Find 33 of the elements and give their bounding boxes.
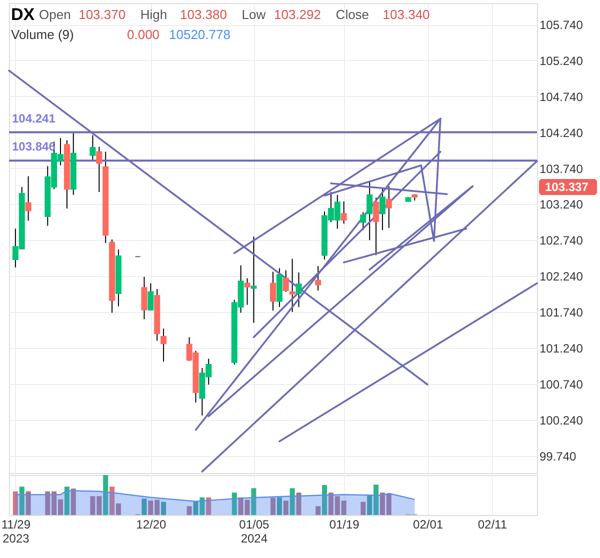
y-tick-label: 100.740 xyxy=(540,377,584,392)
annotation: Volume (9) xyxy=(11,27,74,42)
y-tick-label: 103.740 xyxy=(540,162,584,176)
annotation: 103.380 xyxy=(180,7,227,22)
ref-line-label: 104.241 xyxy=(12,111,56,126)
y-tick-label: 105.240 xyxy=(540,54,584,68)
annotation: 10520.778 xyxy=(169,27,230,42)
y-tick-label: 105.740 xyxy=(540,18,584,32)
y-tick-label: 104.240 xyxy=(540,126,584,140)
y-tick-label: 104.740 xyxy=(540,90,584,104)
annotation: 103.292 xyxy=(274,7,321,22)
y-tick-label: 102.740 xyxy=(540,234,584,248)
chart-title: DX xyxy=(11,5,36,24)
y-tick-label: 99.740 xyxy=(540,449,577,464)
annotation: 103.370 xyxy=(78,7,126,22)
x-tick-label: 02/01 xyxy=(413,518,444,532)
y-tick-label: 101.740 xyxy=(540,306,584,320)
text: 103.337 xyxy=(545,180,589,194)
y-tick-label: 103.240 xyxy=(540,198,584,212)
annotation: Close xyxy=(336,7,370,22)
annotation: High xyxy=(140,7,168,22)
x-tick-label: 02/11 xyxy=(478,518,508,532)
x-tick-label: 12/20 xyxy=(136,518,166,532)
annotation: Low xyxy=(242,7,266,22)
x-tick-label: 01/05 2024 xyxy=(239,518,270,546)
annotation: 0.000 xyxy=(127,27,160,42)
annotation: Open xyxy=(39,7,71,22)
x-tick-label: 11/29 2023 xyxy=(1,518,31,546)
x-tick-label: 01/19 xyxy=(329,518,360,532)
annotation: 103.340 xyxy=(382,7,430,22)
y-tick-label: 102.240 xyxy=(540,270,584,284)
y-tick-label: 101.240 xyxy=(540,341,584,356)
y-tick-label: 100.240 xyxy=(540,413,584,428)
